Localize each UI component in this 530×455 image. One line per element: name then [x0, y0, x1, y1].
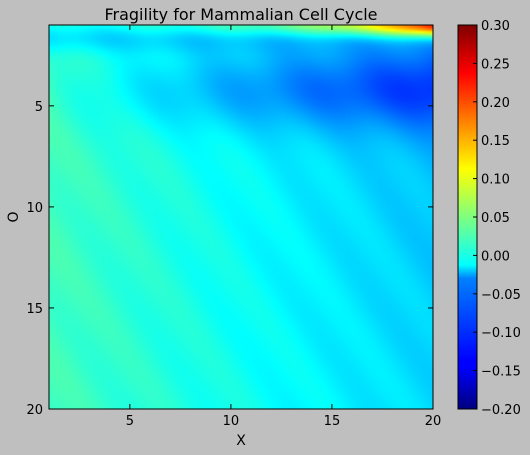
colorbar-tick-label: 0.20: [481, 96, 510, 111]
colorbar-ticks: 0.30 0.25 0.20 0.15 0.10 0.05 0.00 −0.05 −0.10 −0…: [473, 19, 521, 418]
colorbar-tick-label: 0.25: [481, 57, 510, 72]
x-axis-ticks: 5 10 15 20: [126, 25, 442, 429]
chart-title: Fragility for Mammalian Cell Cycle: [104, 5, 377, 24]
y-axis-label: O: [6, 211, 22, 222]
x-tick-label: 15: [324, 414, 341, 429]
plot-frame: [48, 24, 434, 410]
colorbar-tick-label: 0.05: [481, 211, 510, 226]
heatmap-image: [49, 25, 433, 409]
colorbar: 0.30 0.25 0.20 0.15 0.10 0.05 0.00 −0.05 −0.10 −0…: [457, 19, 521, 418]
colorbar-tick-label: 0.10: [481, 173, 510, 188]
heatmap-plot: 5 10 15 20 5 10 15 20: [26, 24, 442, 429]
colorbar-tick-label: −0.20: [481, 403, 521, 418]
x-axis-label: X: [236, 433, 246, 449]
x-tick-label: 20: [425, 414, 442, 429]
y-tick-label: 15: [26, 302, 43, 317]
x-tick-label: 5: [126, 414, 134, 429]
y-tick-label: 5: [35, 100, 43, 115]
colorbar-tick-label: 0.00: [481, 249, 510, 264]
colorbar-tick-label: −0.10: [481, 326, 521, 341]
y-tick-label: 10: [26, 201, 43, 216]
colorbar-tick-label: −0.05: [481, 288, 521, 303]
x-tick-label: 10: [223, 414, 240, 429]
colorbar-tick-label: 0.30: [481, 19, 510, 34]
y-axis-ticks: 5 10 15 20: [26, 100, 433, 418]
colorbar-tick-label: −0.15: [481, 365, 521, 380]
colorbar-tick-label: 0.15: [481, 134, 510, 149]
y-tick-label: 20: [26, 403, 43, 418]
